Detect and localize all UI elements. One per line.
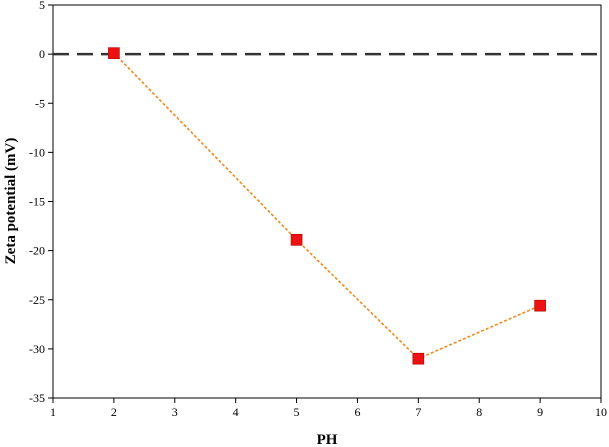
plot-frame [52, 4, 602, 399]
series-group [108, 47, 546, 365]
x-tick-label: 2 [111, 405, 117, 419]
y-tick-label: -30 [29, 342, 45, 356]
y-tick-label: 0 [39, 47, 45, 61]
x-tick-label: 4 [233, 405, 239, 419]
x-tick-label: 6 [354, 405, 360, 419]
x-axis: 1 2 3 4 5 6 7 8 9 10 [50, 398, 607, 419]
data-point-marker [290, 234, 303, 246]
x-tick-label: 1 [50, 405, 56, 419]
y-tick-label: 5 [39, 0, 45, 12]
y-axis: 5 0 -5 -10 -15 -20 -25 -30 -35 [29, 0, 53, 405]
data-point-marker [412, 352, 425, 365]
x-tick-label: 10 [595, 405, 607, 419]
y-tick-label: -5 [35, 96, 45, 110]
x-axis-title: PH [317, 432, 338, 447]
y-tick-label: -25 [29, 293, 45, 307]
y-tick-label: -10 [29, 145, 45, 159]
y-tick-label: -15 [29, 195, 45, 209]
x-tick-label: 8 [476, 405, 482, 419]
x-tick-label: 7 [415, 405, 421, 419]
data-point-marker [534, 299, 546, 312]
y-tick-label: -20 [29, 244, 45, 258]
series-line [113, 52, 541, 360]
x-tick-label: 3 [172, 405, 178, 419]
x-tick-label: 5 [294, 405, 300, 419]
y-axis-title: Zeta potential (mV) [3, 138, 19, 265]
y-tick-label: -35 [29, 391, 45, 405]
x-tick-label: 9 [537, 405, 543, 419]
data-point-marker [108, 47, 120, 59]
